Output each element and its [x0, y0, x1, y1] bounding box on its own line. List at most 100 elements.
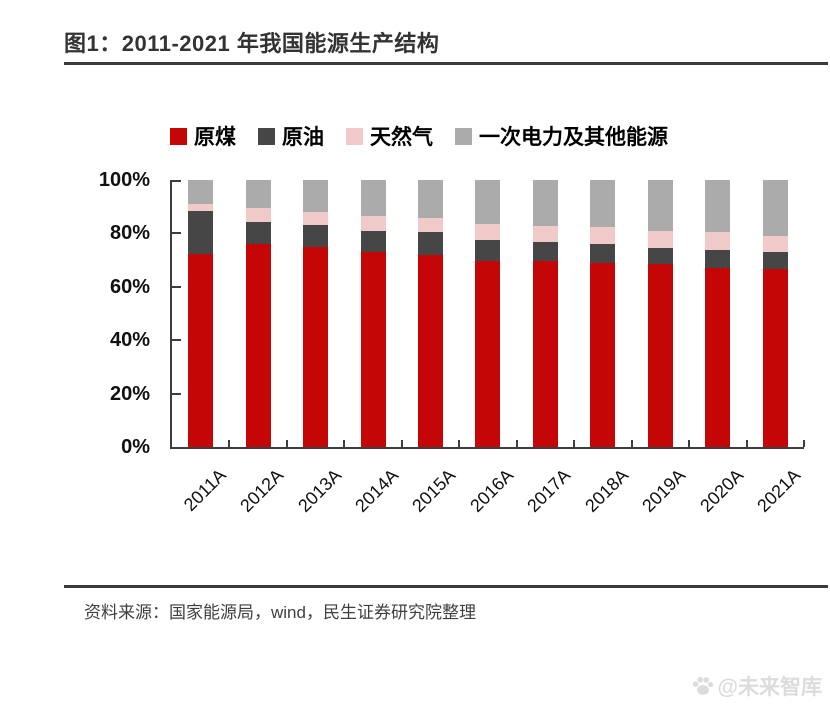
segment-other-2019A — [647, 180, 673, 231]
legend-swatch-coal — [170, 127, 187, 145]
bar-2020A — [705, 180, 731, 447]
segment-gas-2018A — [590, 227, 616, 245]
x-axis-labels: 2011A 2012A 2013A 2014A 2015A 2016A 2017A 2018A… — [170, 457, 805, 552]
segment-other-2018A — [590, 180, 616, 228]
y-axis-label: 80% — [109, 222, 150, 245]
x-axis-tick — [745, 440, 748, 447]
y-axis-label: 60% — [109, 275, 150, 298]
y-axis-tick — [172, 285, 181, 288]
segment-oil-2017A — [532, 241, 558, 262]
segment-oil-2020A — [705, 249, 731, 269]
x-axis-tick — [573, 440, 576, 447]
x-axis-label-2019A: 2019A — [638, 465, 690, 516]
segment-other-2014A — [360, 180, 386, 216]
bar-2012A — [245, 180, 271, 447]
x-axis-tick — [285, 440, 288, 447]
x-axis-label-2016A: 2016A — [466, 465, 518, 516]
segment-other-2013A — [303, 180, 329, 212]
legend-item-coal: 原煤 — [170, 121, 236, 151]
segment-other-2021A — [762, 180, 788, 236]
segment-other-2017A — [532, 180, 558, 226]
legend-item-gas: 天然气 — [346, 121, 433, 151]
x-axis-tick — [343, 440, 346, 447]
segment-gas-2019A — [647, 230, 673, 249]
watermark-text: @未来智库 — [717, 676, 822, 699]
y-axis-labels: 0% 20% 40% 60% 80% 100% — [50, 169, 160, 458]
bar-slot-2012A — [229, 180, 286, 447]
source-divider — [64, 585, 828, 588]
bar-2017A — [532, 180, 558, 447]
bar-2016A — [475, 180, 501, 447]
segment-gas-2011A — [188, 204, 214, 212]
bar-slot-2016A — [459, 180, 516, 447]
y-axis-label: 0% — [121, 436, 150, 458]
segment-coal-2011A — [188, 253, 214, 447]
bar-2014A — [360, 180, 386, 447]
bar-slot-2014A — [344, 180, 401, 447]
y-axis-label: 40% — [109, 329, 150, 352]
bar-slot-2017A — [517, 180, 574, 447]
segment-oil-2016A — [475, 240, 501, 262]
segment-oil-2018A — [590, 244, 616, 264]
legend-swatch-gas — [346, 127, 363, 145]
segment-coal-2020A — [705, 268, 731, 447]
segment-oil-2013A — [303, 224, 329, 248]
segment-gas-2016A — [475, 224, 501, 241]
bar-2011A — [188, 180, 214, 447]
legend-swatch-other — [455, 127, 472, 145]
segment-gas-2014A — [360, 215, 386, 231]
bar-2018A — [590, 180, 616, 447]
watermark: @未来智库 — [691, 671, 822, 701]
x-axis-tick — [400, 440, 403, 447]
segment-gas-2021A — [762, 235, 788, 253]
y-axis-label: 20% — [109, 382, 150, 405]
legend-item-oil: 原油 — [258, 121, 324, 151]
x-axis-label-2012A: 2012A — [236, 465, 288, 516]
bars-container — [172, 180, 804, 447]
segment-gas-2017A — [532, 225, 558, 242]
bar-slot-2020A — [689, 180, 746, 447]
bar-slot-2019A — [632, 180, 689, 447]
segment-coal-2012A — [245, 243, 271, 447]
x-axis-label-2017A: 2017A — [523, 465, 575, 516]
y-axis-tick — [172, 232, 181, 235]
x-axis-label-2018A: 2018A — [581, 465, 633, 516]
segment-coal-2019A — [647, 264, 673, 447]
x-axis-label-2014A: 2014A — [351, 465, 403, 516]
x-axis-label-2011A: 2011A — [179, 465, 230, 516]
bar-2015A — [418, 180, 444, 447]
segment-oil-2014A — [360, 230, 386, 253]
segment-gas-2012A — [245, 208, 271, 222]
segment-gas-2020A — [705, 232, 731, 250]
legend-label: 一次电力及其他能源 — [479, 126, 668, 149]
segment-other-2015A — [418, 180, 444, 218]
segment-coal-2015A — [418, 254, 444, 447]
bar-slot-2018A — [574, 180, 631, 447]
x-axis-tick — [688, 440, 691, 447]
segment-gas-2015A — [418, 217, 444, 233]
bar-2019A — [647, 180, 673, 447]
y-axis-label: 100% — [98, 169, 150, 191]
x-axis-label-2015A: 2015A — [408, 465, 460, 516]
segment-oil-2019A — [647, 248, 673, 265]
source-note: 资料来源：国家能源局，wind，民生证券研究院整理 — [84, 603, 476, 622]
segment-other-2016A — [475, 180, 501, 225]
x-axis-tick — [228, 440, 231, 447]
bar-slot-2011A — [172, 180, 229, 447]
segment-coal-2016A — [475, 261, 501, 447]
legend-swatch-oil — [258, 127, 275, 145]
title-divider — [64, 62, 828, 65]
bar-2021A — [762, 180, 788, 447]
segment-oil-2011A — [188, 211, 214, 254]
x-axis-tick — [458, 440, 461, 447]
bar-slot-2013A — [287, 180, 344, 447]
segment-coal-2014A — [360, 252, 386, 447]
segment-other-2020A — [705, 180, 731, 233]
segment-oil-2012A — [245, 221, 271, 244]
segment-oil-2021A — [762, 252, 788, 270]
bar-slot-2021A — [747, 180, 804, 447]
segment-coal-2018A — [590, 263, 616, 447]
y-axis-tick — [172, 180, 181, 182]
segment-gas-2013A — [303, 211, 329, 225]
